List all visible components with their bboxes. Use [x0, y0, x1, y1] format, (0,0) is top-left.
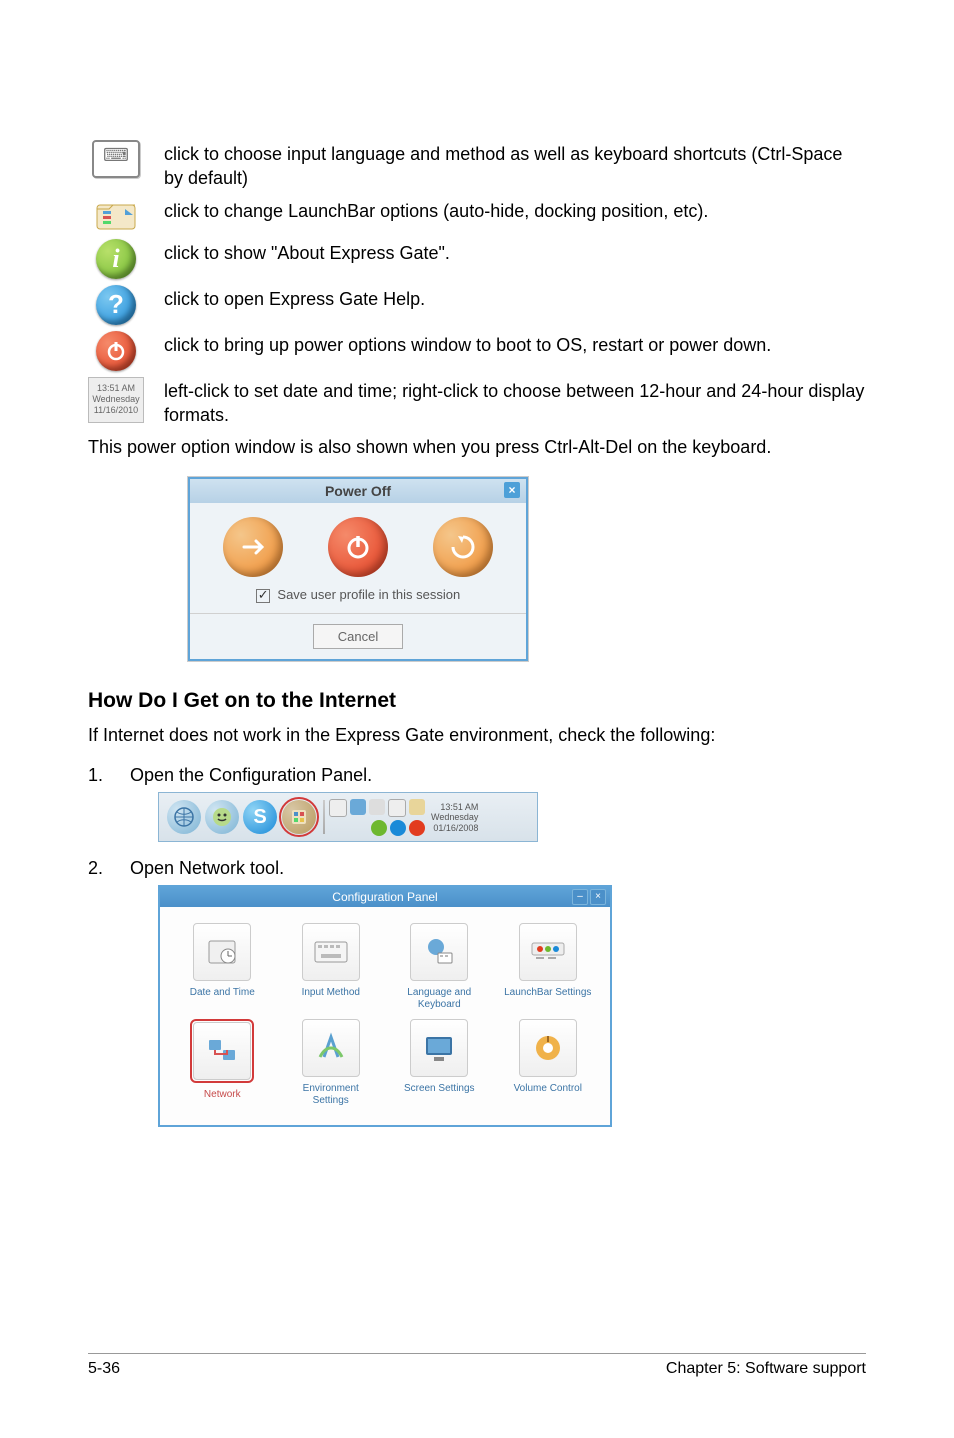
launchbar-date: 01/16/2008: [431, 823, 478, 833]
cfg-network-label: Network: [204, 1089, 241, 1101]
step-number-2: 2.: [88, 858, 130, 879]
chat-icon[interactable]: [205, 800, 239, 834]
browser-icon[interactable]: [167, 800, 201, 834]
shutdown-button[interactable]: [328, 517, 388, 577]
close-icon[interactable]: ×: [504, 482, 520, 498]
cfg-language-label: Language and Keyboard: [394, 987, 484, 1011]
clock-day: Wednesday: [92, 394, 139, 405]
datetime-widget-icon: 13:51 AM Wednesday 11/16/2010: [88, 377, 144, 423]
section-head-internet: How Do I Get on to the Internet: [88, 689, 866, 713]
poweroff-title: Power Off: [325, 483, 391, 499]
cfg-env-icon[interactable]: [302, 1019, 360, 1077]
about-desc: click to show "About Express Gate".: [144, 239, 866, 265]
cfg-screen-label: Screen Settings: [404, 1083, 475, 1095]
restart-button[interactable]: [433, 517, 493, 577]
help-icon: ?: [88, 285, 144, 325]
boot-os-button[interactable]: [223, 517, 283, 577]
datetime-desc: left-click to set date and time; right-c…: [144, 377, 866, 428]
power-desc: click to bring up power options window t…: [144, 331, 866, 357]
launchbar-day: Wednesday: [431, 812, 478, 822]
close-panel-icon[interactable]: ×: [590, 889, 606, 905]
cfg-launchbar-label: LaunchBar Settings: [504, 987, 591, 999]
cfg-datetime-icon[interactable]: [193, 923, 251, 981]
cfg-input-label: Input Method: [302, 987, 360, 999]
cfg-network-icon[interactable]: [193, 1022, 251, 1080]
step2-text: Open Network tool.: [130, 858, 866, 879]
config-panel-icon[interactable]: [282, 800, 316, 834]
launchbar-figure: S: [158, 792, 538, 842]
power-icon: [88, 331, 144, 371]
minimize-icon[interactable]: –: [572, 889, 588, 905]
config-panel-highlight: [279, 797, 319, 837]
tray-lang-icon[interactable]: [388, 799, 406, 817]
keyboard-desc: click to choose input language and metho…: [144, 140, 866, 191]
keyboard-icon: [88, 140, 144, 178]
help-desc: click to open Express Gate Help.: [144, 285, 866, 311]
tray-network-icon[interactable]: [350, 799, 366, 815]
tray-keyboard-icon[interactable]: [329, 799, 347, 817]
cancel-button[interactable]: Cancel: [313, 624, 403, 649]
clock-time: 13:51 AM: [97, 383, 135, 394]
cfg-env-label: Environment Settings: [286, 1083, 376, 1107]
launchbar-options-desc: click to change LaunchBar options (auto-…: [144, 197, 866, 223]
launchbar-time: 13:51 AM: [431, 802, 478, 812]
poweroff-para: This power option window is also shown w…: [88, 435, 866, 459]
cfg-screen-icon[interactable]: [410, 1019, 468, 1077]
poweroff-dialog: Power Off × ✓ Save user profile in this …: [188, 477, 528, 661]
launchbar-options-icon: [88, 197, 144, 233]
clock-date: 11/16/2010: [94, 405, 138, 416]
launchbar-clock[interactable]: 13:51 AM Wednesday 01/16/2008: [431, 802, 478, 833]
cfg-volume-icon[interactable]: [519, 1019, 577, 1077]
tray-about-icon[interactable]: [371, 820, 387, 836]
step1-text: Open the Configuration Panel.: [130, 765, 866, 786]
step-number-1: 1.: [88, 765, 130, 786]
cfg-input-icon[interactable]: [302, 923, 360, 981]
cfg-datetime-label: Date and Time: [190, 987, 255, 999]
tray-volume-icon[interactable]: [369, 799, 385, 815]
config-panel-title: Configuration Panel: [332, 890, 437, 904]
footer-page-number: 5-36: [88, 1360, 120, 1378]
save-profile-checkbox[interactable]: ✓: [256, 589, 270, 603]
tray-power-icon[interactable]: [409, 820, 425, 836]
footer-chapter: Chapter 5: Software support: [666, 1360, 866, 1378]
cfg-volume-label: Volume Control: [514, 1083, 582, 1095]
tray-launchbar-icon[interactable]: [409, 799, 425, 815]
config-panel-window: Configuration Panel – × Date and Time: [158, 885, 612, 1127]
cfg-launchbar-icon[interactable]: [519, 923, 577, 981]
cfg-language-icon[interactable]: [410, 923, 468, 981]
save-profile-label: Save user profile in this session: [277, 587, 460, 602]
skype-icon[interactable]: S: [243, 800, 277, 834]
section-intro: If Internet does not work in the Express…: [88, 723, 866, 747]
about-icon: i: [88, 239, 144, 279]
tray-help-icon[interactable]: [390, 820, 406, 836]
cfg-network-highlight: [190, 1019, 254, 1083]
